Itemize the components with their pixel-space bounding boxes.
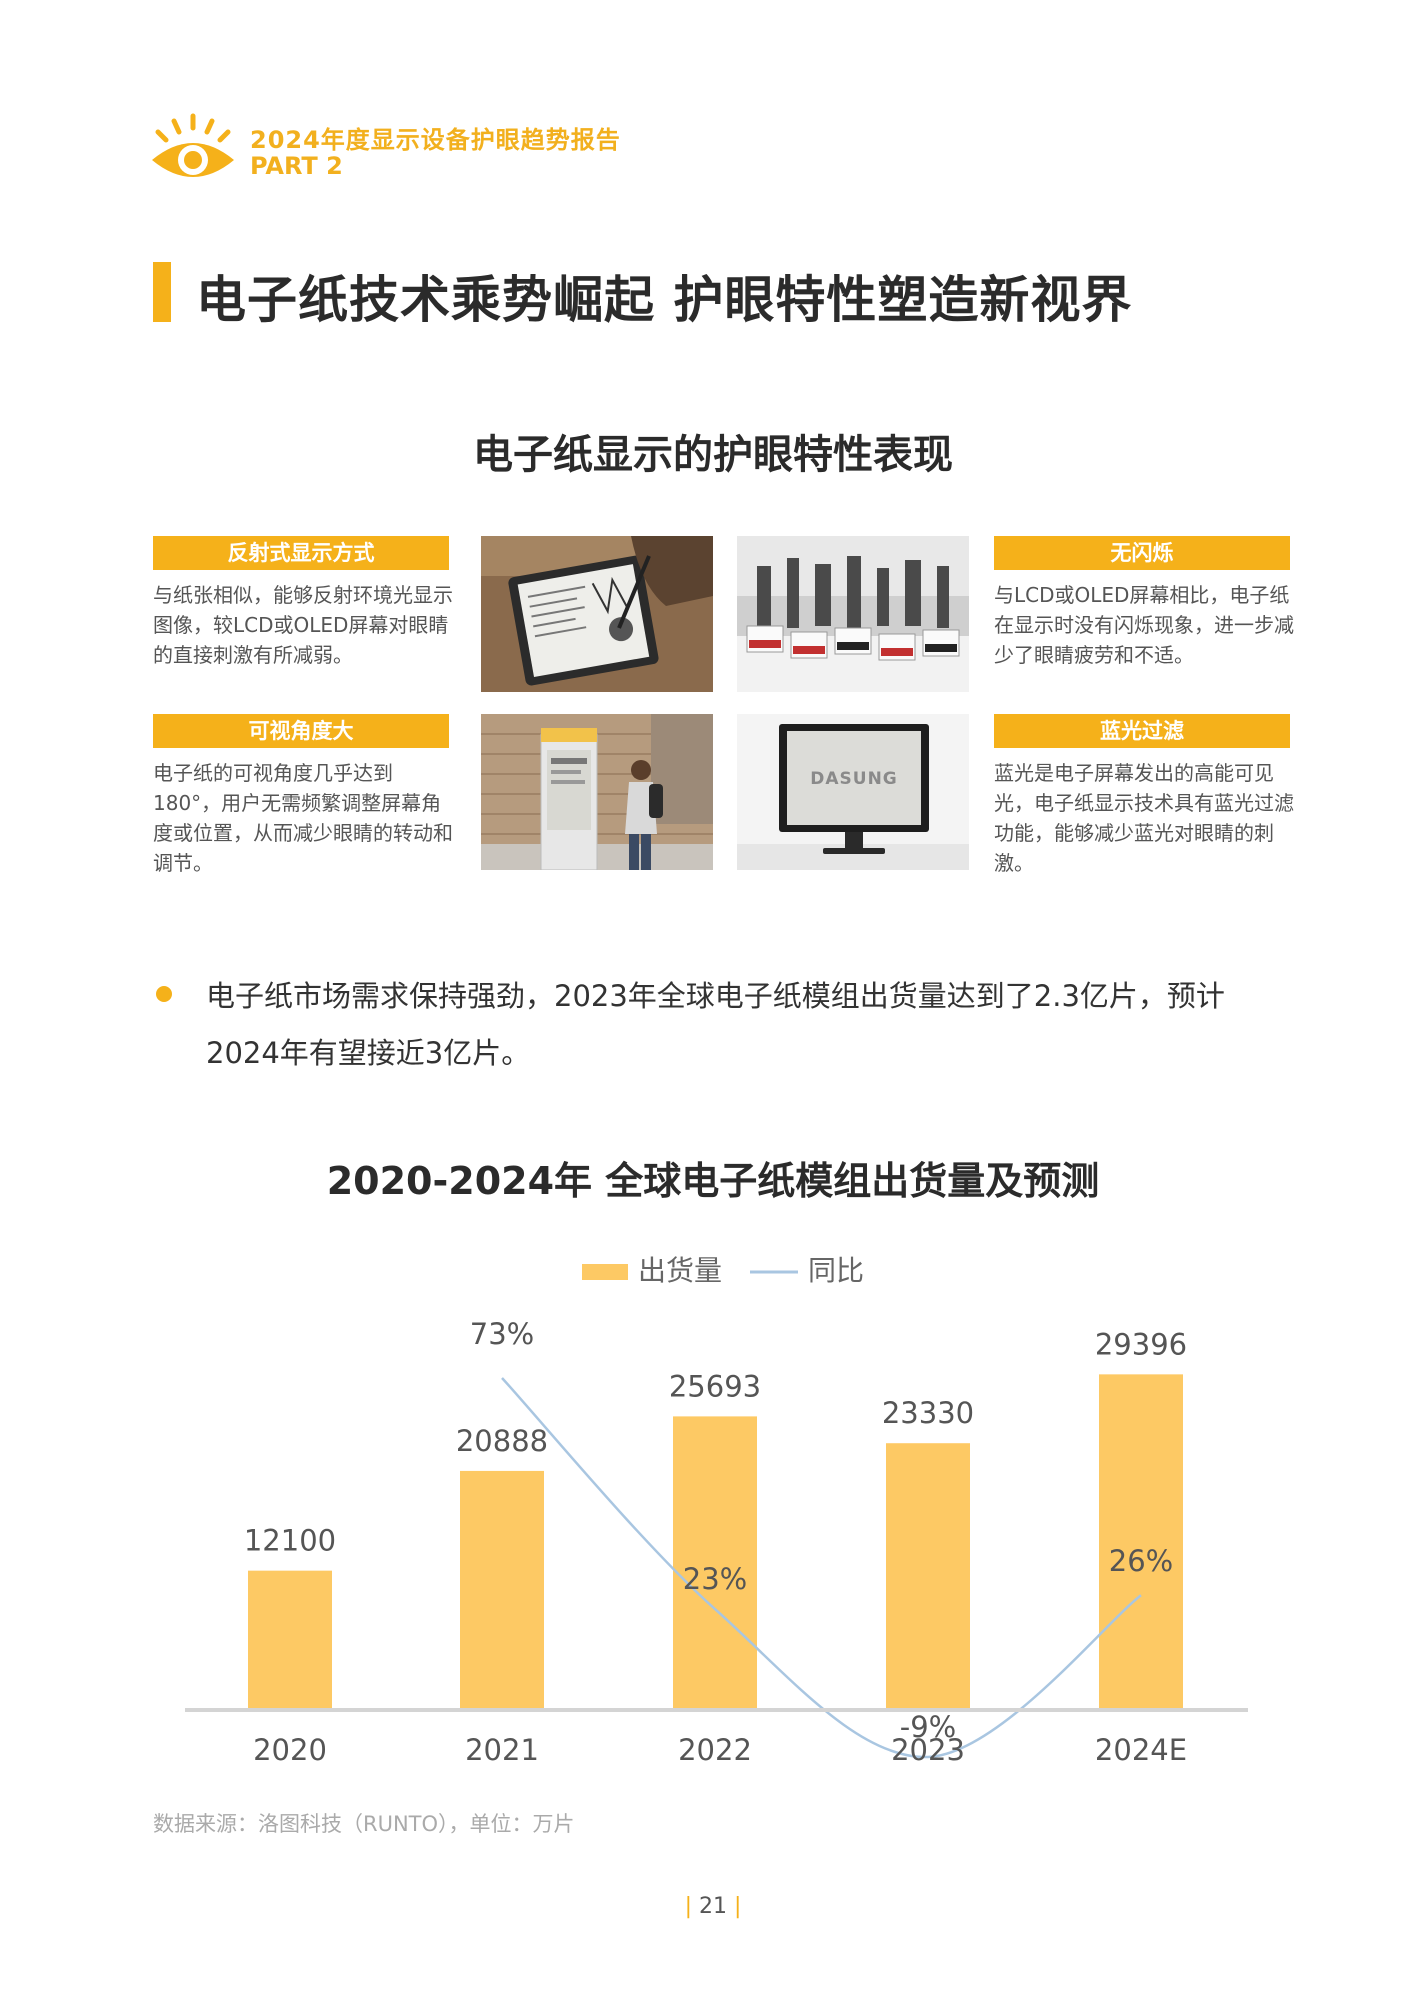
yoy-label: 73% [470,1317,534,1351]
source-note: 数据来源：洛图科技（RUNTO），单位：万片 [153,1812,575,1836]
bar-2021 [460,1470,544,1708]
yoy-line [501,1377,1142,1759]
bar-value-label: 12100 [244,1524,336,1558]
feature-text-reflective: 与纸张相似，能够反射环境光显示图像，较LCD或OLED屏幕对眼睛的直接刺激有所减… [153,583,453,667]
bar-2022 [673,1416,757,1708]
feature-title-flicker-free: 无闪烁 [994,536,1290,570]
feature-text-blue-light: 蓝光是电子屏幕发出的高能可见光，电子纸显示技术具有蓝光过滤功能，能够减少蓝光对眼… [994,761,1294,875]
bullet-text: 电子纸市场需求保持强劲，2023年全球电子纸模组出货量达到了2.3亿片，预计20… [206,979,1225,1070]
bullet-dot [156,986,172,1002]
x-tick-label: 2021 [465,1733,539,1767]
x-tick-label: 2024E [1095,1733,1187,1767]
yoy-label: -9% [900,1710,956,1744]
report-part-label: PART 2 [250,152,343,180]
feature-text-flicker-free: 与LCD或OLED屏幕相比，电子纸在显示时没有闪烁现象，进一步减少了眼睛疲劳和不… [994,583,1294,667]
x-tick-label: 2020 [253,1733,327,1767]
eink-monitor-photo: DASUNG [737,714,969,870]
shipment-chart: 出货量 同比 12100 20888 25693 23330 29396 73% 23% -9%… [185,1254,1248,1767]
section-accent-bar [153,262,171,322]
legend-label-shipments: 出货量 [638,1254,722,1287]
yoy-label: 26% [1109,1544,1173,1578]
report-title: 2024年度显示设备护眼趋势报告 [250,126,621,154]
page-number-value: 21 [699,1894,727,1919]
figure-title: 电子纸显示的护眼特性表现 [473,432,953,478]
ereader-writing-photo [481,536,713,692]
legend-swatch-shipments [582,1264,628,1280]
feature-title-blue-light: 蓝光过滤 [994,714,1290,748]
page-number: | 21 | [684,1894,742,1919]
bar-value-label: 23330 [882,1396,974,1430]
bar-2024E [1099,1374,1183,1708]
legend-label-yoy: 同比 [808,1254,864,1287]
eye-logo-icon [152,113,234,177]
bar-2020 [248,1570,332,1708]
price-tags-photo [737,536,969,692]
bar-2023 [886,1443,970,1708]
chart-title: 2020-2024年 全球电子纸模组出货量及预测 [326,1159,1100,1203]
feature-title-reflective: 反射式显示方式 [153,536,449,570]
bar-value-label: 20888 [456,1424,548,1458]
feature-title-viewing-angle: 可视角度大 [153,714,449,748]
section-title: 电子纸技术乘势崛起 护眼特性塑造新视界 [196,271,1133,329]
yoy-label: 23% [683,1562,747,1596]
outdoor-kiosk-photo [481,714,713,870]
x-tick-label: 2023 [891,1733,965,1767]
monitor-brand-text: DASUNG [810,769,898,789]
bar-value-label: 25693 [669,1369,761,1403]
feature-text-viewing-angle: 电子纸的可视角度几乎达到180°，用户无需频繁调整屏幕角度或位置，从而减少眼睛的… [153,761,453,875]
bar-value-label: 29396 [1095,1327,1187,1361]
x-tick-label: 2022 [678,1733,752,1767]
